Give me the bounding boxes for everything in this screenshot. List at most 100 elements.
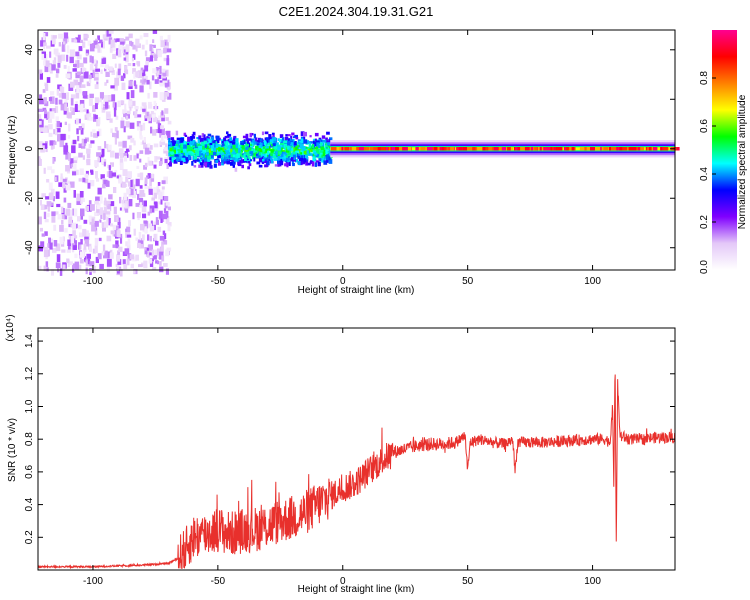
spectrogram-cell <box>159 266 164 273</box>
spectrogram-cell <box>155 129 159 133</box>
spectrogram-cell <box>201 133 205 138</box>
spectrogram-cell <box>54 105 59 113</box>
spectrogram-cell <box>225 141 229 146</box>
spectrogram-cell <box>210 136 215 141</box>
spectrogram-cell <box>51 169 55 174</box>
spectrogram-cell <box>95 68 100 72</box>
spectrogram-cell <box>202 148 207 153</box>
spectrogram-cell <box>99 92 104 100</box>
spectrogram-cell <box>39 72 43 80</box>
spectrogram-cell <box>221 140 224 144</box>
spectrogram-cell <box>206 138 210 141</box>
spectrogram-cell <box>101 102 104 109</box>
spectrogram-cell <box>108 170 113 179</box>
spectrogram-cell <box>138 198 144 206</box>
spectrogram-cell <box>245 137 249 142</box>
spectrogram-cell <box>152 255 157 260</box>
spectrogram-cell <box>165 151 169 156</box>
spectrogram-cell <box>98 43 101 50</box>
spectrogram-x-tick-label: -50 <box>211 276 226 287</box>
spectrogram-cell <box>40 40 44 47</box>
spectrogram-cell <box>217 162 221 166</box>
spectrogram-cell <box>101 58 106 64</box>
spectrogram-cell <box>82 248 87 253</box>
spectrogram-cell <box>122 183 127 187</box>
spectrogram-cell <box>322 139 327 143</box>
spectrogram-cell <box>152 267 157 271</box>
spectrogram-cell <box>173 147 176 150</box>
spectrogram-cell <box>322 151 326 157</box>
spectrogram-cell <box>160 128 165 136</box>
spectrogram-cell <box>147 143 151 149</box>
spectrogram-cell <box>60 176 64 183</box>
spectrogram-cell <box>317 154 322 159</box>
spectrogram-cell <box>232 141 236 145</box>
spectrogram-cell <box>85 205 89 212</box>
spectrogram-cell <box>312 138 315 141</box>
spectrogram-cell <box>495 147 502 151</box>
spectrogram-cell <box>43 246 48 250</box>
spectrogram-cell <box>207 155 211 160</box>
spectrogram-cell <box>199 150 203 156</box>
spectrogram-cell <box>132 63 136 67</box>
spectrogram-cell <box>482 147 486 151</box>
spectrogram-cell <box>119 152 124 159</box>
colorbar-tick-label: 0.4 <box>699 167 710 181</box>
spectrogram-cell <box>293 141 297 146</box>
spectrogram-cell <box>72 171 77 176</box>
spectrogram-cell <box>152 68 157 74</box>
spectrogram-cell <box>85 49 90 55</box>
spectrogram-cell <box>43 32 49 37</box>
spectrogram-cell <box>108 30 114 34</box>
spectrogram-cell <box>56 121 61 128</box>
spectrogram-cell <box>286 147 289 153</box>
spectrogram-cell <box>148 188 153 195</box>
spectrogram-cell <box>231 158 235 163</box>
spectrogram-cell <box>187 154 191 160</box>
spectrogram-cell <box>97 35 100 41</box>
spectrogram-cell <box>94 114 98 120</box>
spectrogram-cell <box>96 178 100 182</box>
spectrogram-cell <box>118 148 124 156</box>
spectrogram-cell <box>90 170 94 175</box>
spectrogram-cell <box>137 127 142 131</box>
spectrogram-cell <box>110 150 115 158</box>
spectrogram-cell <box>161 189 165 196</box>
spectrogram-cell <box>229 139 233 144</box>
spectrogram-cell <box>238 147 241 153</box>
spectrogram-cell <box>305 146 310 149</box>
spectrogram-cell <box>309 145 312 150</box>
spectrogram-cell <box>40 200 42 206</box>
spectrogram-cell <box>59 224 64 232</box>
spectrogram-cell <box>261 161 265 164</box>
spectrogram-cell <box>127 253 132 261</box>
spectrogram-cell <box>70 236 74 244</box>
colorbar-tick-label: 0.0 <box>699 260 710 274</box>
spectrogram-cell <box>88 98 93 106</box>
spectrogram-cell <box>105 200 111 204</box>
spectrogram-cell <box>49 140 54 146</box>
spectrogram-cell <box>92 69 95 78</box>
spectrogram-cell <box>164 108 169 114</box>
snr-x-tick-label: 50 <box>462 576 474 587</box>
spectrogram-cell <box>148 101 152 106</box>
spectrogram-cell <box>278 146 282 149</box>
spectrogram-cell <box>92 59 97 65</box>
spectrogram-cell <box>269 134 272 137</box>
spectrogram-cell <box>75 118 79 125</box>
spectrogram-cell <box>303 136 306 140</box>
spectrogram-cell <box>524 147 530 151</box>
spectrogram-cell <box>78 118 81 124</box>
spectrogram-cell <box>263 145 266 149</box>
spectrogram-cell <box>94 160 99 167</box>
spectrogram-cell <box>163 148 168 154</box>
spectrogram-cell <box>210 153 214 159</box>
spectrogram-cell <box>301 145 306 151</box>
spectrogram-cell <box>149 262 154 267</box>
spectrogram-cell <box>144 184 149 189</box>
spectrogram-cell <box>189 146 193 150</box>
spectrogram-cell <box>140 223 145 231</box>
spectrogram-cell <box>83 219 88 224</box>
spectrogram-cell <box>89 63 94 71</box>
spectrogram-cell <box>139 135 143 140</box>
